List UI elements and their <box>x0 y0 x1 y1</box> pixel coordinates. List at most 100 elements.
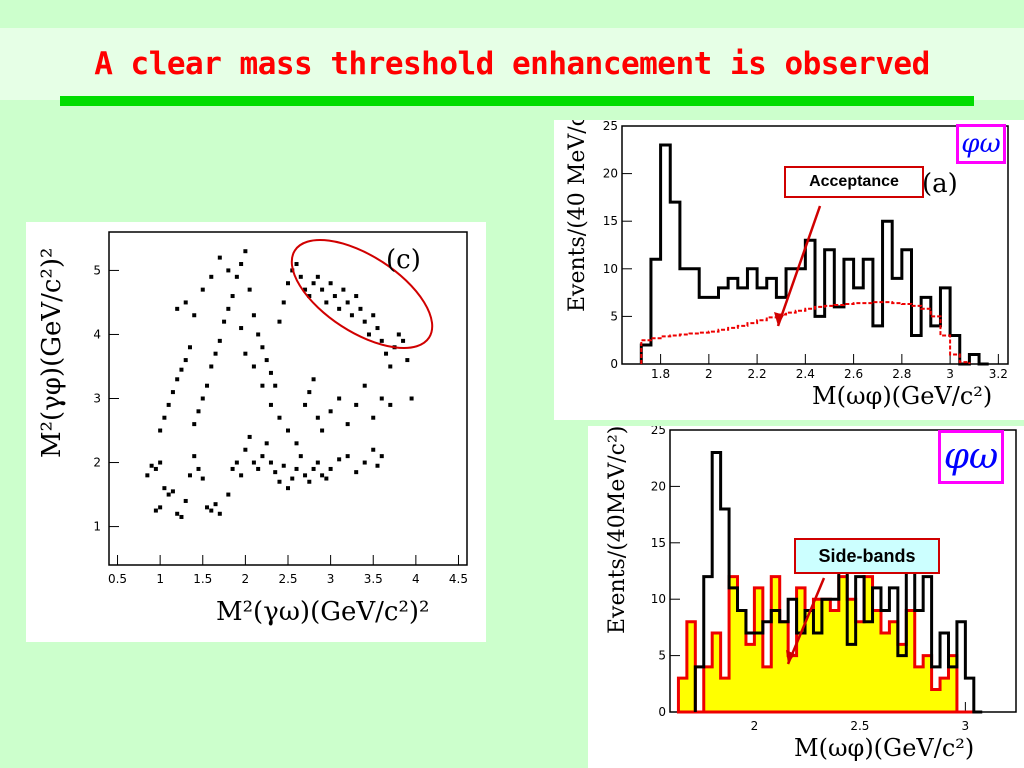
scatter-point <box>273 470 278 475</box>
scatter-point <box>260 383 265 388</box>
scatter-x-tick-label: 3 <box>327 572 335 586</box>
scatter-point <box>251 313 256 318</box>
scatter-point <box>192 313 197 318</box>
scatter-point <box>149 463 154 468</box>
scatter-point <box>196 409 201 414</box>
scatter-point <box>200 287 205 292</box>
bottom-x-tick-label: 2.5 <box>850 719 869 733</box>
scatter-y-tick-label: 4 <box>93 327 101 341</box>
scatter-point <box>247 434 252 439</box>
scatter-point <box>409 396 414 401</box>
sideband-arrowhead <box>786 650 795 664</box>
scatter-point <box>187 345 192 350</box>
scatter-point <box>366 332 371 337</box>
scatter-point <box>234 460 239 465</box>
scatter-point <box>345 422 350 427</box>
scatter-point <box>358 306 363 311</box>
bottom-y-tick-label: 5 <box>658 649 666 663</box>
scatter-point <box>222 319 227 324</box>
scatter-point <box>196 466 201 471</box>
scatter-point <box>166 492 171 497</box>
scatter-point <box>209 364 214 369</box>
scatter-point <box>205 383 210 388</box>
scatter-point <box>277 319 282 324</box>
scatter-point <box>256 466 261 471</box>
phi-omega-tag-bottom: φω <box>938 430 1004 484</box>
top-x-label: M(ωφ)(GeV/c²) <box>812 382 992 410</box>
scatter-y-tick-label: 3 <box>93 392 101 406</box>
scatter-point <box>388 364 393 369</box>
scatter-point <box>375 463 380 468</box>
scatter-point <box>217 338 222 343</box>
scatter-point <box>158 460 163 465</box>
scatter-x-tick-label: 1.5 <box>193 572 212 586</box>
scatter-point <box>226 492 231 497</box>
scatter-point <box>362 383 367 388</box>
scatter-x-label: M²(γω)(GeV/c²)² <box>216 597 429 627</box>
bottom-x-label: M(ωφ)(GeV/c²) <box>794 734 974 762</box>
scatter-point <box>315 415 320 420</box>
scatter-point <box>175 377 180 382</box>
scatter-point <box>328 281 333 286</box>
scatter-point <box>243 249 248 254</box>
scatter-point <box>247 287 252 292</box>
scatter-point <box>307 294 312 299</box>
phi-omega-tag-top: φω <box>956 124 1006 164</box>
scatter-point <box>298 274 303 279</box>
scatter-point <box>337 457 342 462</box>
scatter-x-tick-label: 2 <box>242 572 250 586</box>
scatter-point <box>303 287 308 292</box>
scatter-point <box>153 508 158 513</box>
acceptance-arrowhead <box>774 312 784 326</box>
scatter-point <box>183 498 188 503</box>
top-x-tick-label: 1.8 <box>651 367 670 381</box>
scatter-x-tick-label: 4.5 <box>449 572 468 586</box>
top-x-tick-label: 2 <box>705 367 713 381</box>
scatter-point <box>230 294 235 299</box>
top-x-tick-label: 2.6 <box>844 367 863 381</box>
scatter-point <box>183 300 188 305</box>
scatter-point <box>183 358 188 363</box>
bottom-y-tick-label: 15 <box>651 536 666 550</box>
scatter-point <box>332 294 337 299</box>
scatter-point <box>290 476 295 481</box>
scatter-point <box>273 383 278 388</box>
scatter-point <box>217 511 222 516</box>
scatter-point <box>311 377 316 382</box>
scatter-point <box>256 332 261 337</box>
scatter-x-tick-label: 0.5 <box>108 572 127 586</box>
top-y-label: Events/(40 MeV/c²) <box>565 120 590 312</box>
sideband-arrow <box>786 577 826 665</box>
top-hist-frame <box>621 125 1009 365</box>
scatter-point <box>303 402 308 407</box>
top-hist-panel: 1.8 2 2.2 2.4 2.6 2.8 3 3.2 0 5 10 15 20 25 (a) M(ωφ… <box>554 120 1024 420</box>
scatter-point <box>362 460 367 465</box>
top-x-tick-label: 3.2 <box>989 367 1008 381</box>
scatter-x-tick-label: 2.5 <box>278 572 297 586</box>
scatter-point <box>187 473 192 478</box>
top-y-tick-label: 15 <box>603 214 618 228</box>
scatter-point <box>260 345 265 350</box>
scatter-point <box>324 300 329 305</box>
scatter-point <box>396 332 401 337</box>
scatter-point <box>162 415 167 420</box>
scatter-point <box>337 306 342 311</box>
scatter-point <box>251 460 256 465</box>
bottom-x-tick-label: 2 <box>751 719 759 733</box>
scatter-point <box>379 396 384 401</box>
scatter-point <box>286 428 290 433</box>
scatter-point <box>379 338 384 343</box>
slide-title: A clear mass threshold enhancement is ob… <box>94 46 930 82</box>
top-y-tick-label: 0 <box>610 357 618 371</box>
scatter-point <box>362 319 367 324</box>
scatter-point <box>388 402 393 407</box>
bottom-hist-panel: 2 2.5 3 0 5 10 15 20 25 M(ωφ)(GeV/c²) Events/(4… <box>588 426 1024 768</box>
title-underline <box>60 96 974 106</box>
scatter-panel: 0.5 1 1.5 2 2.5 3 3.5 4 4.5 1 2 3 4 5 (c) M²(γω)(GeV… <box>26 222 486 642</box>
top-y-tick-label: 20 <box>603 167 618 181</box>
scatter-point <box>379 454 384 459</box>
scatter-point <box>384 351 389 356</box>
scatter-point <box>260 454 265 459</box>
sideband-histogram <box>676 575 974 714</box>
scatter-point <box>243 351 248 356</box>
